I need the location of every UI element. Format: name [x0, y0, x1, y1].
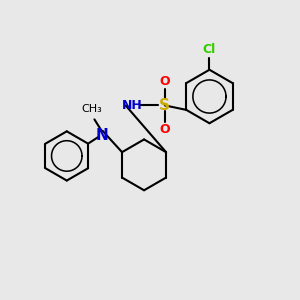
Text: CH₃: CH₃: [82, 104, 102, 114]
Text: NH: NH: [122, 99, 142, 112]
Text: S: S: [159, 98, 170, 113]
Text: O: O: [160, 123, 170, 136]
Text: O: O: [160, 75, 170, 88]
Text: Cl: Cl: [203, 44, 216, 56]
Text: N: N: [96, 128, 109, 142]
